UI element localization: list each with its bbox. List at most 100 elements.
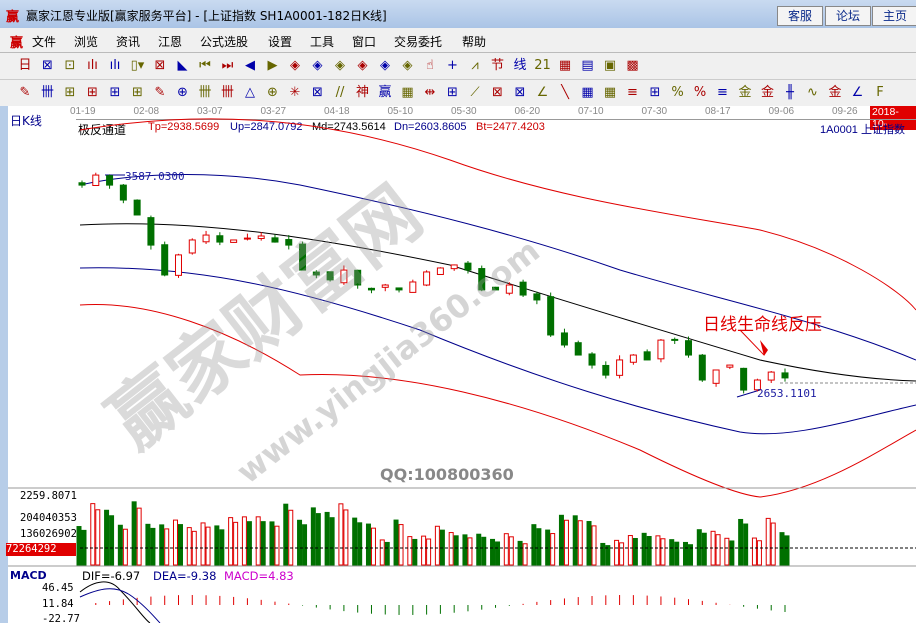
volume-bar	[338, 503, 344, 566]
toolbar-button[interactable]: ≡	[717, 85, 728, 100]
toolbar-button[interactable]: ⊞	[447, 85, 458, 100]
date-tick: 08-17	[705, 106, 731, 117]
toolbar-button[interactable]: 节	[490, 58, 504, 73]
volume-bar	[315, 513, 321, 566]
toolbar-button[interactable]: ⊞	[109, 85, 121, 100]
toolbar-button[interactable]: ≡	[627, 85, 638, 100]
toolbar-button[interactable]: ∠	[851, 85, 864, 100]
menu-item[interactable]: 资讯	[116, 35, 141, 49]
toolbar-button[interactable]: ⊠	[42, 58, 53, 73]
toolbar-button[interactable]: ılı	[87, 58, 98, 73]
toolbar-button[interactable]: //	[335, 85, 345, 100]
toolbar-button[interactable]: 金	[828, 85, 842, 100]
menu-item[interactable]: 交易委托	[394, 35, 443, 49]
toolbar-button[interactable]: ⩘	[471, 58, 479, 73]
volume-bar	[365, 523, 371, 566]
toolbar-button[interactable]: ◈	[402, 58, 413, 73]
toolbar-button[interactable]: ▦	[401, 85, 414, 100]
toolbar-button[interactable]: 21	[534, 58, 551, 73]
toolbar-button[interactable]: ✎	[154, 85, 166, 100]
toolbar-button[interactable]: 金	[738, 85, 752, 100]
toolbar-button[interactable]: ⊕	[267, 85, 278, 100]
date-tick: 09-06	[768, 106, 795, 117]
toolbar-button[interactable]: 神	[355, 85, 369, 100]
candle-body	[271, 237, 279, 243]
toolbar-button[interactable]: F	[876, 85, 884, 100]
toolbar-button[interactable]: ◈	[357, 58, 368, 73]
toolbar-button[interactable]: ◈	[380, 58, 390, 73]
toolbar-button[interactable]: ⊞	[649, 85, 661, 100]
candle-body	[574, 342, 582, 356]
toolbar-button[interactable]: %	[693, 85, 707, 100]
toolbar-button[interactable]: +	[447, 58, 458, 73]
toolbar-button[interactable]: ✎	[19, 85, 31, 100]
service-button[interactable]: 客服	[777, 6, 823, 26]
toolbar-button[interactable]: ▦	[581, 85, 594, 100]
candle-body	[560, 332, 568, 346]
toolbar-button[interactable]: ⊠	[514, 85, 526, 100]
home-button[interactable]: 主页	[872, 6, 916, 26]
toolbar-button[interactable]: ⟋	[470, 85, 480, 100]
volume-bar	[122, 528, 128, 566]
menu-item[interactable]: 江恩	[158, 35, 183, 49]
menu-item[interactable]: 公式选股	[200, 35, 249, 49]
toolbar-button[interactable]: ⏭	[221, 58, 234, 73]
toolbar-button[interactable]: ▣	[603, 58, 617, 73]
toolbar-button[interactable]: %	[671, 85, 684, 100]
toolbar-button[interactable]: ▤	[581, 58, 594, 73]
toolbar-button[interactable]: ▦	[603, 85, 617, 100]
menu-item[interactable]: 工具	[310, 35, 335, 49]
toolbar-button[interactable]: ◣	[177, 58, 188, 73]
toolbar-button[interactable]: ılı	[109, 58, 121, 73]
toolbar-button[interactable]: ⊞	[64, 85, 76, 100]
toolbar-button[interactable]: ⊠	[154, 58, 166, 73]
toolbar-button[interactable]: △	[245, 85, 255, 100]
volume-axis-label: 136026902	[20, 528, 77, 540]
toolbar-button[interactable]: ⊕	[177, 85, 188, 100]
toolbar-button[interactable]: ∠	[536, 85, 549, 100]
toolbar-button[interactable]: ⊞	[132, 85, 143, 100]
toolbar-button[interactable]: ▶	[267, 58, 278, 73]
toolbar-button[interactable]: ◈	[290, 58, 300, 73]
toolbar-button[interactable]: ⊡	[64, 58, 76, 73]
toolbar-button[interactable]: 卌	[220, 85, 234, 100]
candle-body	[712, 369, 720, 384]
toolbar-button[interactable]: ⊞	[87, 85, 98, 100]
toolbar-button[interactable]: ◈	[312, 58, 323, 73]
toolbar-button[interactable]: ▦	[558, 58, 572, 73]
volume-bar	[233, 521, 239, 566]
toolbar-button[interactable]: 卌	[198, 85, 212, 100]
toolbar-button[interactable]: ⊠	[312, 85, 323, 100]
toolbar-button[interactable]: ⇹	[424, 85, 436, 100]
toolbar-button[interactable]: 卌	[40, 85, 54, 100]
volume-bar	[688, 544, 694, 566]
candle-body	[753, 379, 761, 391]
candle-body	[367, 287, 375, 291]
toolbar-button[interactable]: ✳	[289, 85, 301, 100]
volume-bar	[164, 528, 170, 566]
toolbar-button[interactable]: ▯▾	[130, 58, 145, 73]
menu-item[interactable]: 窗口	[352, 35, 377, 49]
toolbar-button[interactable]: ◈	[335, 58, 345, 73]
toolbar-button[interactable]: ▩	[626, 58, 639, 73]
menu-item[interactable]: 设置	[268, 35, 293, 49]
toolbar-button[interactable]: ╫	[786, 85, 794, 100]
volume-bar	[186, 527, 192, 566]
forum-button[interactable]: 论坛	[825, 6, 871, 26]
toolbar-button[interactable]: 线	[513, 58, 527, 73]
toolbar-button[interactable]: ◀	[245, 58, 255, 73]
toolbar-button[interactable]: ⊠	[492, 85, 503, 100]
menu-item[interactable]: 浏览	[74, 35, 99, 49]
toolbar-button[interactable]: ╲	[561, 85, 569, 100]
toolbar-button[interactable]: 日▾	[18, 58, 32, 73]
toolbar-button[interactable]: ⏮	[199, 58, 211, 73]
toolbar-button[interactable]: ∿	[807, 85, 818, 100]
toolbar-button[interactable]: 金	[760, 85, 774, 100]
candle-body	[354, 269, 362, 286]
candle-body	[533, 293, 541, 301]
toolbar-button[interactable]: ☝	[426, 58, 434, 73]
menu-item[interactable]: 文件	[32, 35, 57, 49]
menu-item[interactable]: 帮助	[462, 35, 487, 49]
toolbar-button[interactable]: 赢	[378, 85, 392, 100]
title-bar: 赢 赢家江恩专业版[赢家服务平台] - [上证指数 SH1A0001-182日K…	[0, 0, 916, 28]
